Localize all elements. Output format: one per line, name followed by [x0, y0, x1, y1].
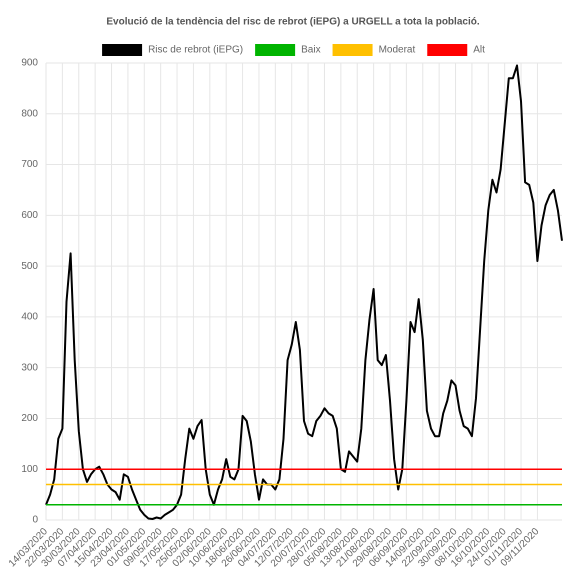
y-tick-label: 100 [21, 464, 38, 475]
y-tick-label: 900 [21, 58, 38, 69]
y-tick-label: 400 [21, 312, 38, 323]
y-tick-label: 200 [21, 413, 38, 424]
y-tick-label: 300 [21, 362, 38, 373]
data-line [45, 64, 563, 520]
legend-label: Alt [473, 45, 485, 56]
chart-title: Evolució de la tendència del risc de reb… [106, 17, 479, 28]
legend-swatch [255, 44, 296, 56]
legend-label: Baix [301, 45, 320, 56]
legend-swatch [427, 44, 468, 56]
legend-label: Risc de rebrot (iEPG) [148, 45, 243, 56]
legend-swatch [102, 44, 143, 56]
legend-label: Moderat [379, 45, 416, 56]
y-tick-label: 600 [21, 210, 38, 221]
y-tick-label: 500 [21, 261, 38, 272]
y-tick-label: 800 [21, 108, 38, 119]
y-tick-label: 700 [21, 159, 38, 170]
legend-swatch [332, 44, 373, 56]
y-tick-label: 0 [32, 515, 38, 526]
